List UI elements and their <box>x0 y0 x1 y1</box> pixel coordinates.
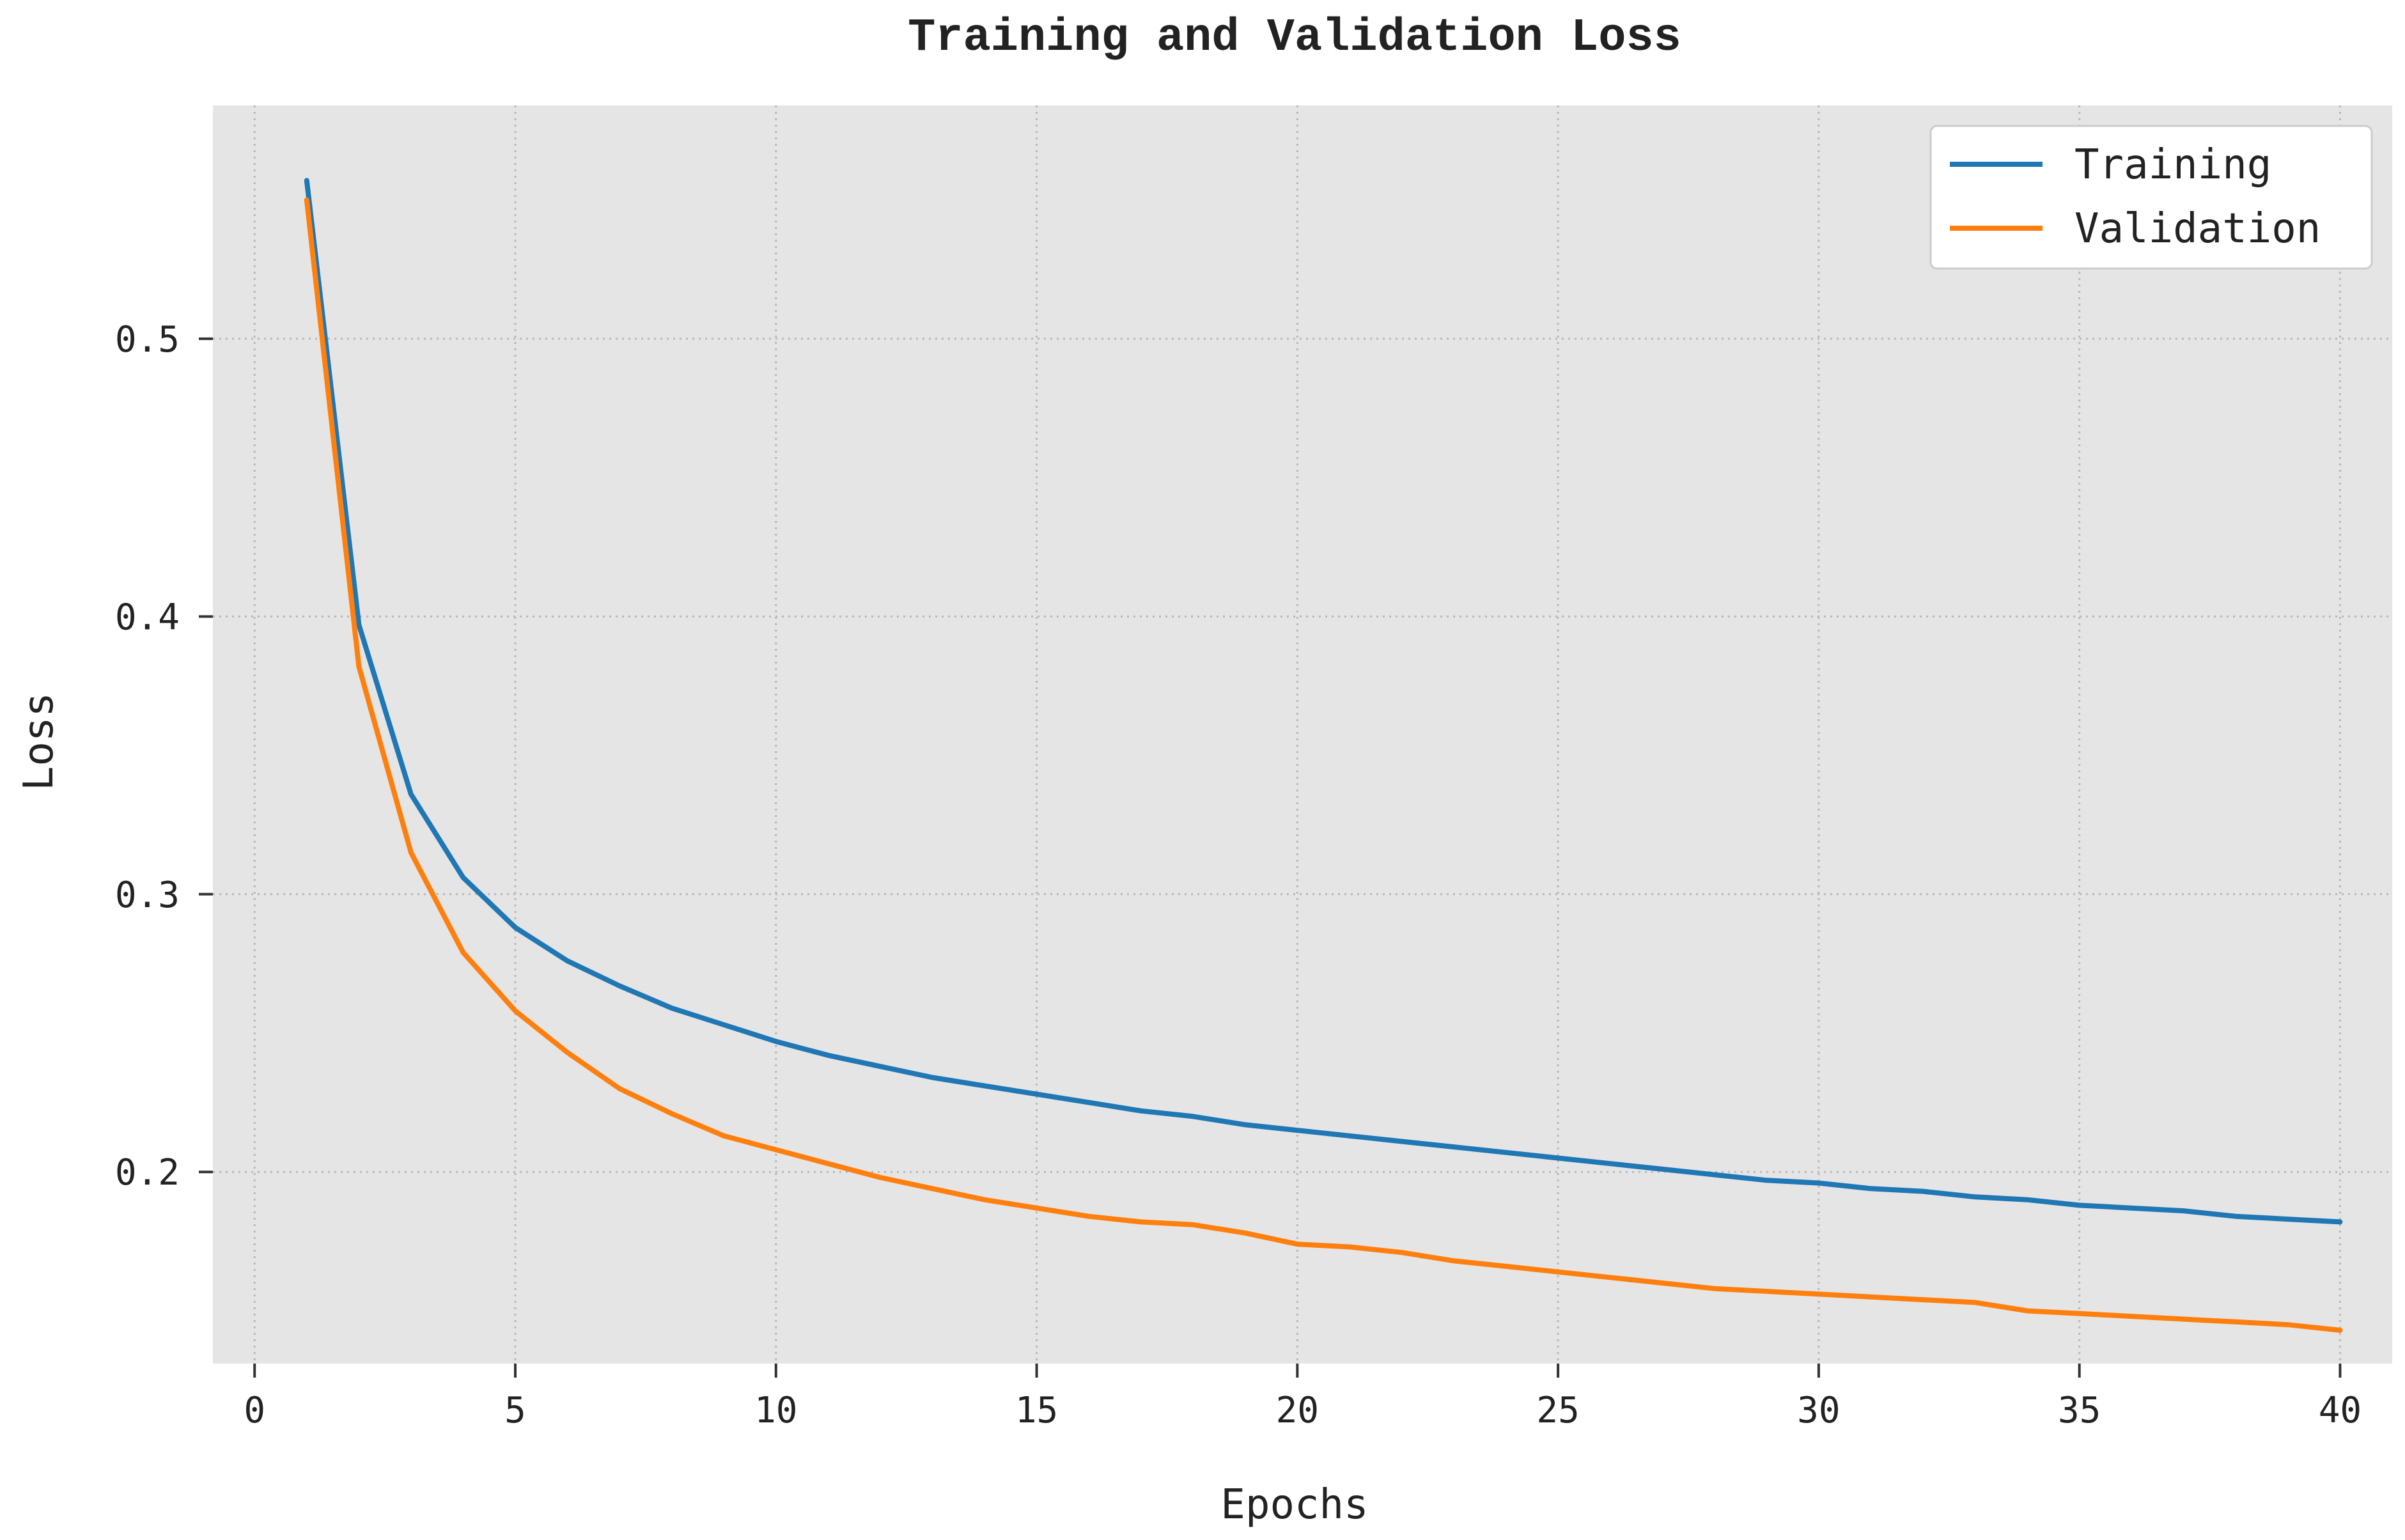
x-axis-label: Epochs <box>1220 1481 1368 1528</box>
chart-title: Training and Validation Loss <box>908 12 1681 64</box>
x-tick-label: 40 <box>2319 1390 2362 1431</box>
series-line-training <box>304 178 2343 1225</box>
legend-label: Validation <box>2074 205 2321 253</box>
legend: Training Validation <box>1929 125 2373 270</box>
axis-ticks: 0 5 10 15 20 25 30 35 40 0.2 0.3 0.4 0.5 <box>115 319 2362 1431</box>
legend-label: Training <box>2074 141 2271 189</box>
y-tick-label: 0.3 <box>115 875 180 916</box>
x-tick-label: 30 <box>1797 1390 1840 1431</box>
y-tick-label: 0.5 <box>115 319 180 361</box>
grid <box>213 105 2392 1364</box>
y-axis-label: Loss <box>15 692 63 791</box>
x-tick-label: 5 <box>504 1390 526 1431</box>
series-line-validation <box>304 197 2343 1333</box>
series-lines <box>304 178 2343 1333</box>
y-tick-label: 0.4 <box>115 596 180 638</box>
x-tick-label: 15 <box>1015 1390 1058 1431</box>
y-tick-label: 0.2 <box>115 1152 180 1194</box>
x-tick-label: 0 <box>244 1390 265 1431</box>
plot-area <box>213 105 2392 1364</box>
x-tick-label: 20 <box>1276 1390 1319 1431</box>
x-tick-label: 35 <box>2058 1390 2101 1431</box>
x-tick-label: 10 <box>754 1390 797 1431</box>
x-tick-label: 25 <box>1536 1390 1579 1431</box>
legend-box <box>1929 125 2373 270</box>
